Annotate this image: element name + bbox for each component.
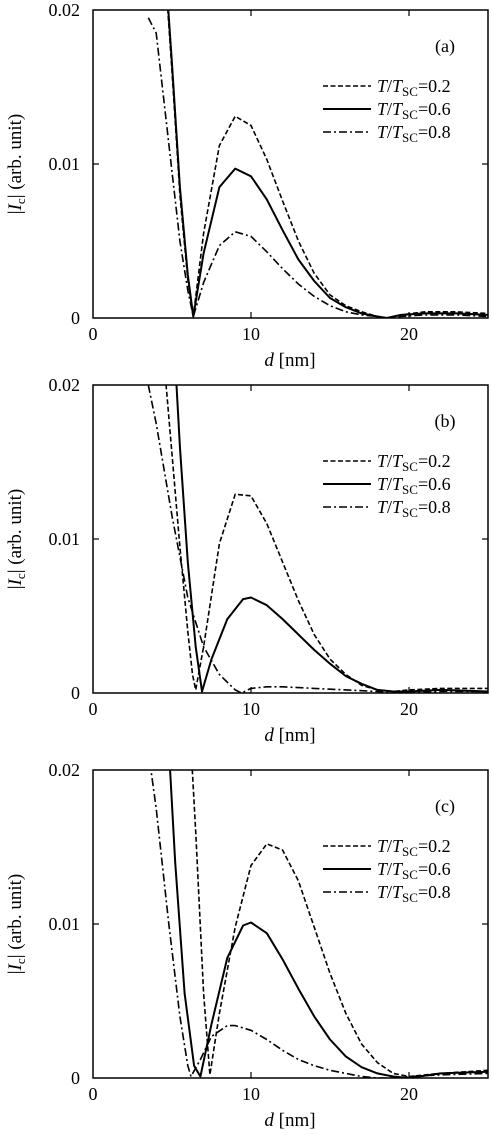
x-ticks — [250, 10, 410, 318]
plot-frame — [92, 384, 489, 694]
x-axis-unit: [nm] — [274, 725, 316, 746]
y-tick-label: 0 — [71, 1068, 80, 1088]
y-tick-label: 0.02 — [49, 760, 81, 780]
x-axis-unit: [nm] — [274, 1110, 316, 1131]
x-tick-label: 0 — [89, 699, 98, 719]
legend-entry-0: T/TSC=0.2 — [377, 836, 451, 859]
y-axis-label: |Ic| (arb. unit) — [5, 489, 28, 589]
panel-label: (b) — [435, 411, 456, 432]
y-tick-label: 0.02 — [49, 375, 81, 395]
legend-entry-2: T/TSC=0.8 — [377, 122, 451, 145]
legend-entry-2: T/TSC=0.8 — [377, 882, 451, 905]
y-axis-bar: | — [5, 585, 26, 589]
legend: T/TSC=0.2 T/TSC=0.6 T/TSC=0.8 — [323, 76, 451, 145]
plot-frame — [92, 9, 489, 319]
x-tick-label: 10 — [242, 699, 260, 719]
x-axis-label: d [nm] — [264, 350, 315, 371]
y-axis-sub: c — [13, 958, 28, 964]
panel-b: 0 10 20 0 0.01 0.02 d [nm] |Ic| (arb. un… — [5, 375, 489, 746]
y-axis-sub: c — [13, 573, 28, 579]
x-tick-label: 10 — [242, 1084, 260, 1104]
x-tick-label: 0 — [89, 324, 98, 344]
legend-entry-0: T/TSC=0.2 — [377, 76, 451, 99]
x-axis-var: d — [264, 1110, 274, 1131]
panel-c: 0 10 20 0 0.01 0.02 d [nm] |Ic| (arb. un… — [5, 760, 489, 1131]
panel-label: (c) — [435, 796, 455, 817]
x-axis-label: d [nm] — [264, 1110, 315, 1131]
y-tick-label: 0.01 — [49, 914, 81, 934]
legend: T/TSC=0.2 T/TSC=0.6 T/TSC=0.8 — [323, 451, 451, 520]
series-lines — [147, 385, 488, 693]
legend-entry-1: T/TSC=0.6 — [377, 859, 451, 882]
series-line-solid — [175, 385, 488, 693]
y-tick-label: 0.02 — [49, 0, 81, 20]
x-axis-var: d — [264, 350, 274, 371]
series-lines — [150, 770, 488, 1078]
panel-a: 0 10 20 0 0.01 0.02 d [nm] |Ic| (arb. un… — [5, 0, 489, 371]
y-tick-label: 0 — [71, 683, 80, 703]
x-ticks — [250, 385, 410, 693]
y-axis-var: I — [5, 962, 26, 971]
series-line-dashdot — [147, 385, 488, 693]
x-tick-label: 20 — [400, 324, 418, 344]
y-axis-label: |Ic| (arb. unit) — [5, 114, 28, 214]
y-axis-label: |Ic| (arb. unit) — [5, 874, 28, 974]
x-tick-label: 10 — [242, 324, 260, 344]
series-line-solid — [169, 770, 488, 1078]
legend-entry-0: T/TSC=0.2 — [377, 451, 451, 474]
y-axis-var: I — [5, 202, 26, 211]
y-axis-var: I — [5, 577, 26, 586]
x-tick-label: 0 — [89, 1084, 98, 1104]
x-axis-unit: [nm] — [274, 350, 316, 371]
legend-entry-1: T/TSC=0.6 — [377, 99, 451, 122]
x-tick-label: 20 — [400, 699, 418, 719]
y-tick-label: 0.01 — [49, 529, 81, 549]
series-lines — [147, 10, 488, 318]
y-axis-bar: | — [5, 210, 26, 214]
legend-entry-1: T/TSC=0.6 — [377, 474, 451, 497]
y-axis-tail: | (arb. unit) — [5, 489, 26, 574]
x-axis-var: d — [264, 725, 274, 746]
plot-frame — [92, 769, 489, 1079]
series-line-solid — [167, 10, 488, 318]
y-tick-label: 0 — [71, 308, 80, 328]
series-line-dashdot — [147, 17, 488, 318]
y-axis-tail: | (arb. unit) — [5, 874, 26, 959]
panel-label: (a) — [435, 36, 455, 57]
x-ticks — [250, 770, 410, 1078]
x-tick-label: 20 — [400, 1084, 418, 1104]
y-tick-label: 0.01 — [49, 154, 81, 174]
legend-entry-2: T/TSC=0.8 — [377, 497, 451, 520]
legend: T/TSC=0.2 T/TSC=0.6 T/TSC=0.8 — [323, 836, 451, 905]
series-line-dashdot — [150, 770, 488, 1078]
y-axis-bar: | — [5, 970, 26, 974]
y-axis-tail: | (arb. unit) — [5, 114, 26, 199]
x-axis-label: d [nm] — [264, 725, 315, 746]
y-axis-sub: c — [13, 198, 28, 204]
